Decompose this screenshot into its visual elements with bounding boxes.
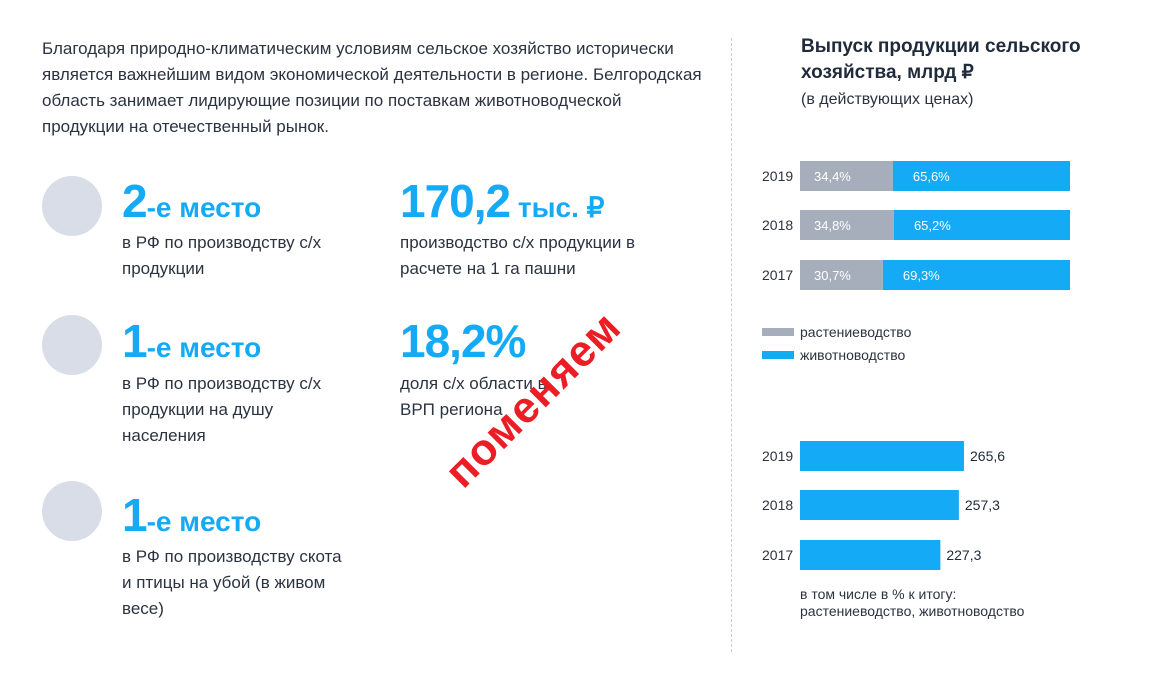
chart1-bar-crop-2019 (800, 161, 893, 191)
chart2-value-label-2017: 227,3 (946, 547, 981, 563)
chart1-bar-livestock-2017 (882, 260, 1070, 290)
stat-value-5: 1 (122, 489, 148, 541)
stat-value-4: 18,2% (400, 315, 526, 367)
stat-heading-2: 170,2 тыс. ₽ (400, 174, 604, 228)
chart-subtitle: (в действующих ценах) (801, 91, 974, 108)
chart2-year-label-2018: 2018 (762, 497, 793, 513)
stat-suffix-5: -е место (146, 506, 262, 537)
stat-heading-3: 1-е место (122, 314, 261, 368)
chart2-note-line-1: в том числе в % к итогу: (800, 586, 956, 602)
chart1-bar-label-livestock-2018: 65,2% (914, 218, 951, 233)
chart1-bar-label-crop-2017: 30,7% (814, 268, 851, 283)
divider (731, 38, 732, 652)
chart1-bar-label-livestock-2019: 65,6% (913, 169, 950, 184)
legend-label-crop: растениеводство (800, 324, 912, 340)
chart2-note: в том числе в % к итогу: растениеводство,… (800, 586, 1025, 619)
chart1-bar-label-crop-2019: 34,4% (814, 169, 851, 184)
chart2-year-label-2017: 2017 (762, 547, 793, 563)
chart1-year-label-2018: 2018 (762, 217, 793, 233)
stat-suffix-3: -е место (146, 332, 262, 363)
chart2-value-label-2018: 257,3 (965, 497, 1000, 513)
chart2-year-label-2019: 2019 (762, 448, 793, 464)
chart1-bar-crop-2017 (800, 260, 883, 290)
stat-suffix-1: -е место (146, 192, 262, 223)
chart-title: Выпуск продукции сельского хозяйства, мл… (801, 36, 1081, 83)
stat-heading-5: 1-е место (122, 488, 261, 542)
chart2-note-line-2: растениеводство, животноводство (800, 603, 1025, 619)
stat-circle-3 (42, 315, 102, 375)
chart1-year-label-2019: 2019 (762, 168, 793, 184)
stat-heading-1: 2-е место (122, 174, 261, 228)
stat-desc-2: производство с/х продукции в расчете на … (400, 233, 636, 278)
stat-value-1: 2 (122, 175, 148, 227)
intro-text: Благодаря природно-климатическим условия… (42, 39, 702, 136)
stat-desc-5: в РФ по производству скота и птицы на уб… (122, 547, 342, 618)
chart1-year-label-2017: 2017 (762, 267, 793, 283)
stat-desc-1: в РФ по производству с/х продукции (122, 233, 322, 278)
stat-suffix-2: тыс. ₽ (510, 192, 605, 223)
chart2-value-label-2019: 265,6 (970, 448, 1005, 464)
stat-desc-4: доля с/х области в ВРП региона (400, 374, 547, 419)
stat-circle-1 (42, 176, 102, 236)
stat-desc-3: в РФ по производству с/х продукции на ду… (122, 374, 322, 445)
stat-circle-5 (42, 481, 102, 541)
legend-swatch-livestock (762, 351, 794, 359)
legend-label-livestock: животноводство (800, 347, 905, 363)
legend-swatch-crop (762, 328, 794, 336)
chart1-bar-crop-2018 (800, 210, 894, 240)
chart1-bar-livestock-2018 (893, 210, 1070, 240)
stat-value-3: 1 (122, 315, 148, 367)
chart2-bar-2019 (800, 441, 964, 471)
stat-value-2: 170,2 (400, 175, 511, 227)
chart2-bar-2018 (800, 490, 959, 520)
chart1-bar-livestock-2019 (892, 161, 1070, 191)
chart1-bar-label-crop-2018: 34,8% (814, 218, 851, 233)
stat-heading-4: 18,2% (400, 314, 526, 368)
chart1-bar-label-livestock-2017: 69,3% (903, 268, 940, 283)
chart2-bar-2017 (800, 540, 941, 570)
